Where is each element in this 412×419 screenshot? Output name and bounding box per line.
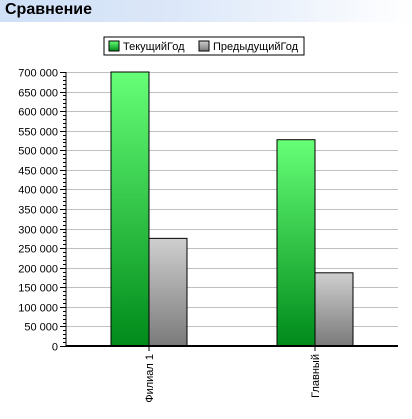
bars	[110, 71, 354, 347]
bar-previous-1	[314, 272, 354, 347]
y-tick-label: 150 000	[18, 283, 58, 295]
y-tick-label: 350 000	[18, 205, 58, 217]
y-tick-label: 450 000	[18, 166, 58, 178]
bar-current-1	[276, 139, 316, 347]
x-category-label: Филиал 1	[144, 354, 156, 403]
y-axis-ticks: 0 50 000 100 000 150 000 200 000 250 000 300 0…	[18, 68, 66, 354]
legend-label-previous: ПредыдущийГод	[213, 41, 299, 53]
legend: ТекущийГод ПредыдущийГод	[103, 36, 305, 56]
y-tick-label: 500 000	[18, 146, 58, 158]
y-tick-label: 550 000	[18, 127, 58, 139]
y-tick-label: 200 000	[18, 264, 58, 276]
y-tick-label: 300 000	[18, 225, 58, 237]
x-axis-ticks: Филиал 1 Главный	[144, 346, 322, 403]
bar-chart: ТекущийГод ПредыдущийГод 0 50 000 100 000 1…	[18, 36, 398, 403]
y-tick-label: 600 000	[18, 107, 58, 119]
bar-current-0	[110, 71, 150, 347]
legend-swatch-current	[108, 40, 120, 52]
y-tick-label: 50 000	[24, 322, 58, 334]
bar-previous-0	[148, 237, 188, 347]
y-tick-label: 0	[52, 342, 58, 354]
y-tick-label: 100 000	[18, 303, 58, 315]
page-title: Сравнение	[5, 1, 93, 18]
y-tick-label: 250 000	[18, 244, 58, 256]
legend-swatch-previous	[198, 40, 210, 52]
legend-label-current: ТекущийГод	[123, 41, 185, 53]
title-bar: Сравнение	[0, 0, 412, 22]
x-category-label: Главный	[310, 354, 322, 398]
y-tick-label: 400 000	[18, 185, 58, 197]
y-tick-label: 650 000	[18, 88, 58, 100]
y-tick-label: 700 000	[18, 68, 58, 80]
